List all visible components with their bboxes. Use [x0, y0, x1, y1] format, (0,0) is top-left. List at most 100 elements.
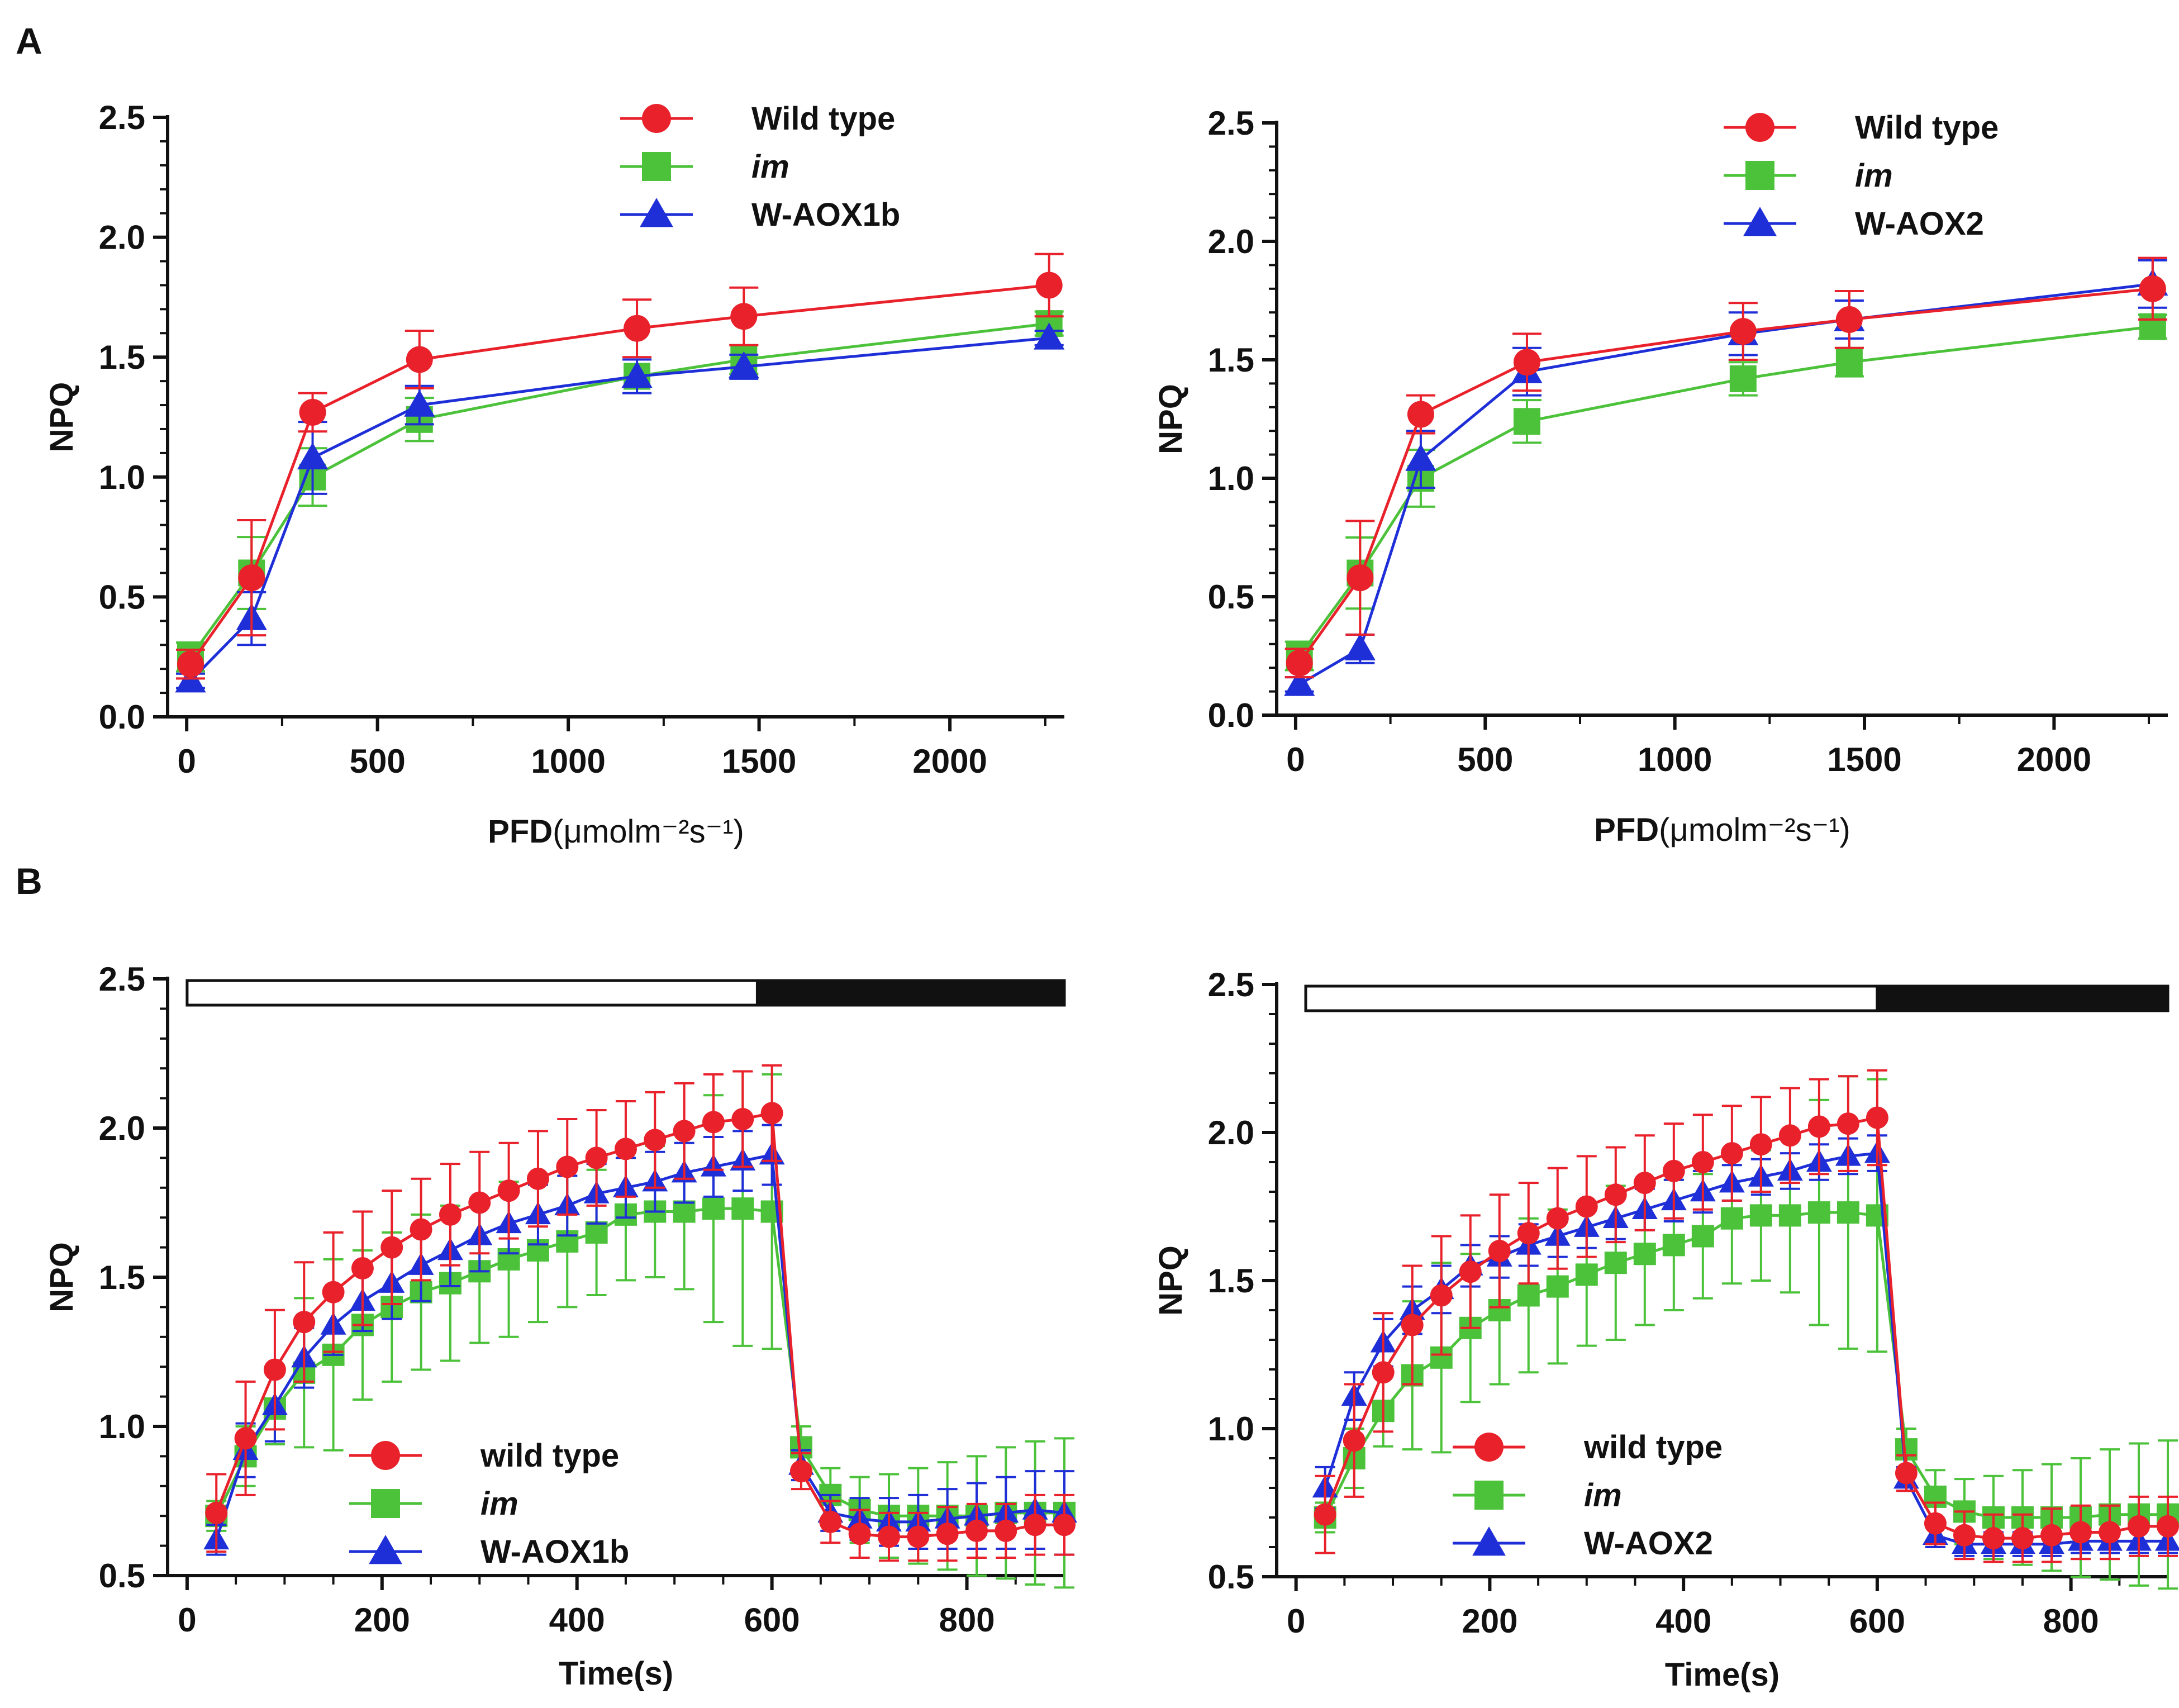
data-point — [1575, 1263, 1598, 1286]
data-point — [404, 389, 435, 417]
legend-label: W-AOX2 — [1584, 1525, 1713, 1562]
x-tick-label: 0 — [1287, 1602, 1305, 1640]
legend-label: W-AOX2 — [1855, 206, 1984, 242]
legend-label: im — [480, 1486, 518, 1522]
y-tick-label: 0.5 — [1208, 1558, 1254, 1596]
y-tick-label: 2.5 — [99, 960, 145, 998]
data-point — [1517, 1284, 1540, 1307]
x-tick-label: 2000 — [2017, 741, 2091, 778]
legend-label: wild type — [480, 1438, 619, 1474]
legend-label: W-AOX1b — [480, 1534, 629, 1570]
data-point — [1344, 633, 1376, 660]
chart-b-left: 0.5 1.0 1.5 2.0 2.5 0 200 400 600 800 NPQ Time(s) wi… — [44, 960, 1077, 1692]
data-point — [728, 351, 759, 379]
data-point — [673, 1200, 696, 1223]
data-point — [556, 1155, 579, 1178]
y-tick-label: 2.5 — [99, 99, 145, 136]
data-point — [177, 650, 204, 678]
x-tick-label: 0 — [1286, 741, 1305, 778]
y-tick-label: 0.5 — [99, 1557, 145, 1595]
y-tick-label: 2.5 — [1208, 104, 1254, 142]
data-point — [624, 315, 651, 342]
y-tick-label: 0.5 — [99, 578, 145, 616]
legend-marker — [1743, 207, 1777, 236]
data-point — [1546, 1207, 1569, 1230]
legend-marker — [642, 104, 671, 133]
y-tick-label: 2.5 — [1208, 966, 1254, 1003]
data-point — [406, 346, 433, 373]
data-point — [2157, 1515, 2179, 1538]
legend-label: Wild type — [1855, 110, 1999, 146]
panel-label-a: A — [16, 20, 42, 61]
data-point — [526, 1167, 549, 1190]
series-wild-type — [175, 253, 1064, 680]
light-period-bar — [185, 979, 759, 1007]
data-point — [1729, 318, 1757, 345]
series-line — [189, 336, 1049, 682]
data-point — [1517, 1222, 1540, 1245]
x-tick-label: 0 — [178, 1601, 196, 1639]
y-tick-label: 2.0 — [1208, 1114, 1254, 1152]
data-point — [1314, 1503, 1336, 1526]
y-axis-label: NPQ — [44, 382, 80, 453]
legend: wild type im W-AOX1b — [349, 1438, 629, 1570]
series-line — [215, 1111, 1064, 1539]
legend-marker — [1745, 161, 1774, 190]
x-tick-label: 200 — [1462, 1602, 1517, 1640]
x-tick-label: 2000 — [912, 743, 987, 780]
data-point — [1837, 1201, 1859, 1224]
y-tick-label: 1.5 — [99, 1259, 145, 1296]
series-w-aox1b — [203, 1124, 1077, 1556]
data-point — [1729, 365, 1757, 392]
data-point — [702, 1111, 725, 1134]
data-point — [1807, 1201, 1830, 1224]
data-point — [614, 1138, 637, 1160]
legend-marker — [1474, 1481, 1504, 1510]
data-point — [1895, 1462, 1918, 1485]
data-point — [1604, 1252, 1627, 1274]
series-im — [175, 310, 1064, 673]
data-point — [439, 1203, 462, 1226]
legend-marker — [1474, 1433, 1504, 1462]
dark-period-bar — [1876, 984, 2170, 1012]
legend-label: im — [751, 149, 789, 185]
data-point — [907, 1525, 930, 1548]
data-point — [297, 442, 329, 470]
x-axis-label: PFD(μmolm⁻²s⁻¹) — [1594, 812, 1850, 848]
data-point — [1633, 1172, 1656, 1195]
data-point — [1837, 1112, 1859, 1135]
data-point — [468, 1191, 491, 1214]
data-point — [1749, 1133, 1772, 1156]
data-point — [263, 1358, 286, 1381]
legend-marker — [371, 1489, 400, 1518]
data-point — [1513, 408, 1540, 435]
y-tick-label: 1.0 — [99, 459, 145, 496]
data-point — [2069, 1521, 2092, 1544]
x-tick-label: 400 — [549, 1601, 605, 1639]
y-tick-label: 2.0 — [1208, 223, 1254, 260]
data-point — [2098, 1521, 2121, 1544]
data-point — [702, 1197, 725, 1220]
dark-period-bar — [755, 979, 1066, 1007]
x-tick-label: 200 — [354, 1601, 410, 1639]
data-point — [1633, 1243, 1656, 1265]
x-tick-label: 1000 — [531, 743, 605, 780]
data-point — [1024, 1514, 1046, 1536]
x-tick-label: 500 — [350, 743, 406, 780]
legend-label: im — [1584, 1477, 1622, 1514]
y-tick-label: 1.5 — [1208, 1262, 1254, 1300]
data-point — [1778, 1204, 1801, 1227]
legend: wild type im W-AOX2 — [1453, 1429, 1723, 1562]
data-point — [1575, 1195, 1598, 1218]
data-point — [1720, 1142, 1743, 1165]
data-point — [1343, 1429, 1366, 1452]
data-point — [1372, 1361, 1395, 1384]
legend-label: Wild type — [751, 101, 895, 137]
data-point — [1835, 306, 1863, 333]
data-point — [380, 1236, 403, 1259]
data-point — [1284, 669, 1315, 696]
data-point — [1401, 1314, 1424, 1336]
x-axis-label: Time(s) — [559, 1655, 673, 1692]
y-tick-label: 1.5 — [1208, 341, 1254, 379]
